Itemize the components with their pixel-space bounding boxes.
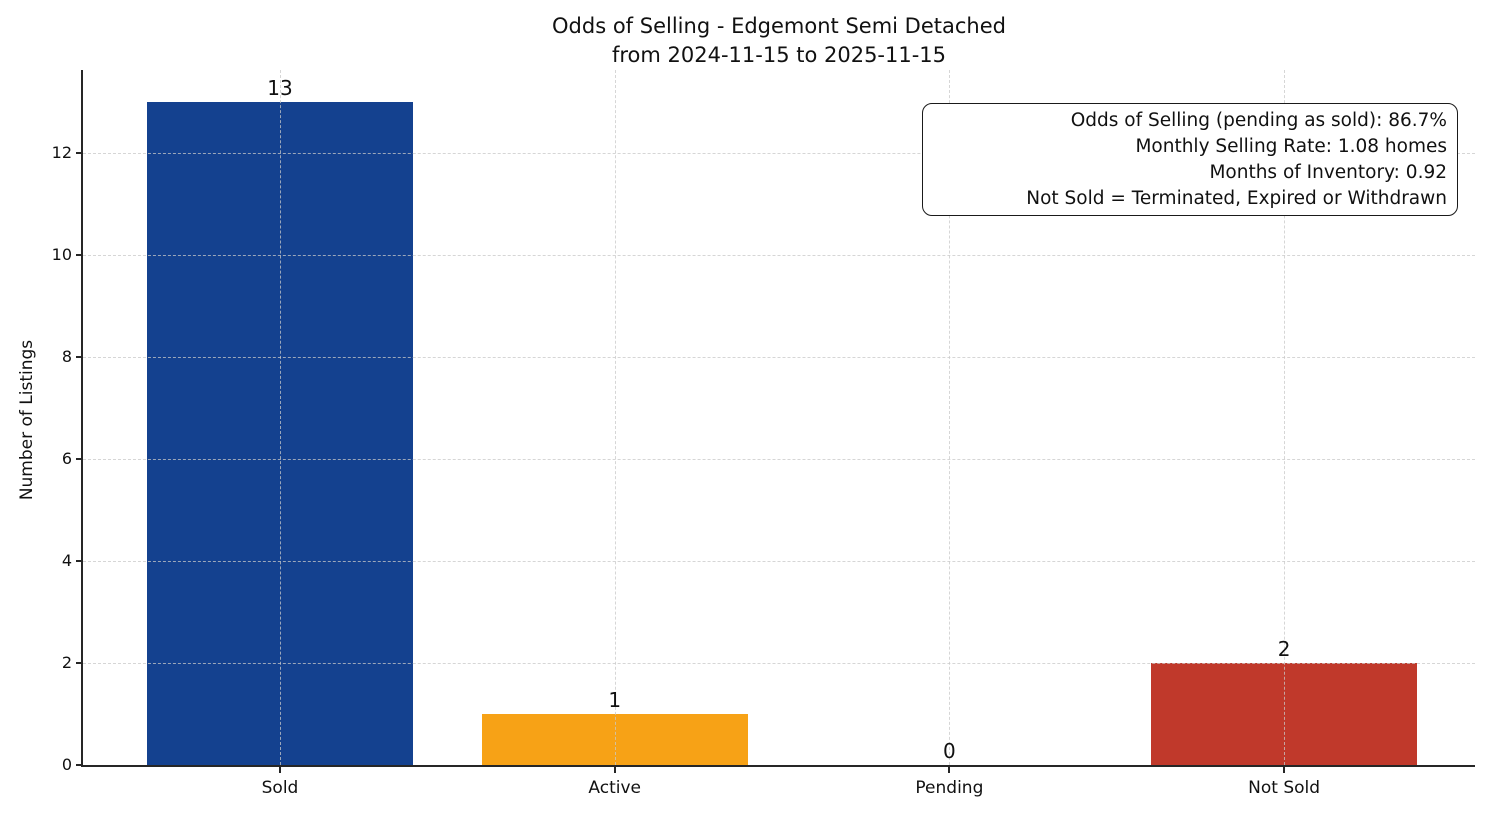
bar-value-label-not-sold: 2 — [1277, 637, 1291, 661]
x-tick-label-sold: Sold — [261, 778, 299, 798]
x-tickmark-pending — [948, 766, 951, 773]
y-tick-label-6: 6 — [61, 449, 72, 468]
chart-title-line2: from 2024-11-15 to 2025-11-15 — [611, 43, 947, 67]
x-tickmark-not-sold — [1283, 766, 1286, 773]
vertical-gridline-active — [614, 70, 616, 765]
x-tick-label-pending: Pending — [915, 778, 984, 798]
x-tick-label-active: Active — [588, 778, 641, 798]
vertical-gridline-not-sold — [1284, 70, 1286, 765]
x-tickmark-active — [613, 766, 616, 773]
horizontal-gridline-4 — [83, 561, 1475, 562]
y-tick-label-4: 4 — [61, 551, 72, 570]
annotation-odds-of-selling: Odds of Selling (pending as sold): 86.7% — [1070, 110, 1447, 132]
chart-title: Odds of Selling - Edgemont Semi Detached… — [83, 12, 1475, 70]
horizontal-gridline-10 — [83, 255, 1475, 256]
y-tickmark-6 — [76, 458, 83, 460]
y-tickmark-0 — [76, 764, 83, 766]
horizontal-gridline-2 — [83, 663, 1475, 664]
y-tickmark-2 — [76, 662, 83, 664]
y-tickmark-12 — [76, 152, 83, 154]
y-tickmark-10 — [76, 254, 83, 256]
horizontal-gridline-12 — [83, 153, 1475, 154]
horizontal-gridline-6 — [83, 459, 1475, 460]
bar-value-label-sold: 13 — [267, 76, 293, 100]
annotation-not-sold-definition: Not Sold = Terminated, Expired or Withdr… — [1026, 187, 1447, 209]
vertical-gridline-pending — [949, 70, 951, 765]
annotation-months-of-inventory: Months of Inventory: 0.92 — [1209, 161, 1447, 183]
annotation-box: Odds of Selling (pending as sold): 86.7%… — [922, 103, 1458, 216]
vertical-gridline-sold — [280, 70, 281, 765]
y-tick-label-2: 2 — [61, 653, 72, 672]
y-tickmark-8 — [76, 356, 83, 358]
annotation-monthly-selling-rate: Monthly Selling Rate: 1.08 homes — [1135, 136, 1447, 158]
y-tick-label-10: 10 — [51, 245, 72, 264]
horizontal-gridline-8 — [83, 357, 1475, 358]
y-axis-spine — [81, 70, 83, 767]
x-tick-label-not-sold: Not Sold — [1248, 778, 1321, 798]
y-tick-label-8: 8 — [61, 347, 72, 366]
y-tick-label-12: 12 — [51, 143, 72, 162]
bar-value-label-pending: 0 — [943, 739, 956, 763]
bar-value-label-active: 1 — [608, 688, 622, 712]
chart-title-line1: Odds of Selling - Edgemont Semi Detached — [552, 14, 1006, 38]
x-axis-spine — [81, 765, 1475, 767]
y-tick-label-0: 0 — [61, 755, 72, 774]
x-tickmark-sold — [279, 766, 281, 773]
y-tickmark-4 — [76, 560, 83, 562]
